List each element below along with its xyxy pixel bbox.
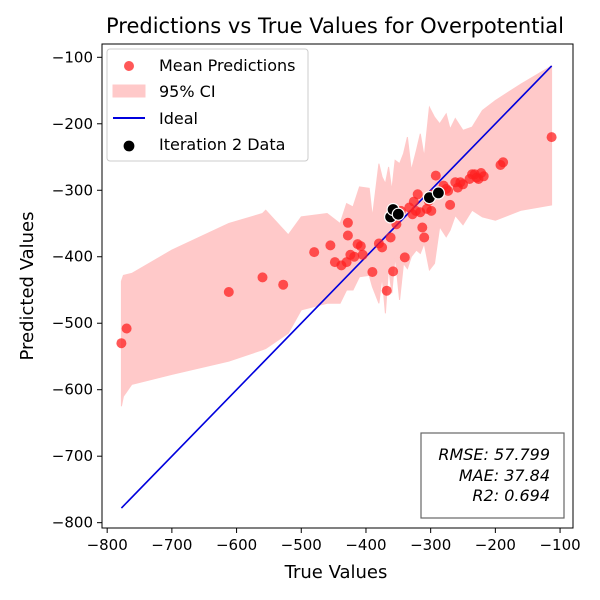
mean-prediction-point [417,222,428,233]
stats-rmse: RMSE: 57.799 [438,445,550,464]
y-tick-label: −700 [52,447,93,465]
y-tick-label: −100 [52,48,93,66]
y-axis: −100 −200 −300 −400 −500 −600 −700 −800 [52,48,102,532]
x-axis: −800 −700 −600 −500 −400 −300 −200 −100 [87,528,581,554]
mean-prediction-point [412,189,423,200]
mean-prediction-point [309,247,320,258]
y-tick-label: −600 [52,381,93,399]
mean-prediction-point [408,196,419,207]
chart-title: Predictions vs True Values for Overpoten… [106,14,564,38]
mean-prediction-point [419,232,430,243]
mean-prediction-point [223,287,234,297]
mean-prediction-point [498,157,509,168]
x-axis-label: True Values [284,562,388,583]
legend-marker-mean-predictions [124,61,134,71]
x-tick-label: −400 [345,536,386,554]
x-tick-label: −700 [151,536,192,554]
legend-label-mean-predictions: Mean Predictions [159,56,296,75]
plot-area [116,65,557,509]
y-tick-label: −500 [52,314,93,332]
mean-prediction-point [342,230,353,241]
stats-mae: MAE: 37.84 [459,466,550,485]
mean-prediction-point [357,249,368,260]
mean-prediction-point [349,251,360,262]
stats-box: RMSE: 57.799 MAE: 37.84 R2: 0.694 [420,432,565,519]
x-tick-label: −100 [539,536,580,554]
ideal-line [120,65,553,509]
legend-label-95-ci: 95% CI [159,82,216,101]
mean-prediction-point [257,272,268,283]
mean-prediction-point [443,185,454,196]
mean-prediction-point [116,338,127,349]
mean-prediction-point [367,267,378,277]
mean-prediction-point [381,285,392,296]
ci-band [120,65,553,407]
mean-prediction-point [430,170,441,181]
legend: Mean Predictions 95% CI Ideal Iteration … [106,48,309,162]
x-tick-label: −600 [216,536,257,554]
mean-prediction-point [377,242,388,253]
y-tick-label: −400 [52,248,93,266]
axes-frame [101,43,574,529]
mean-prediction-point [388,266,399,277]
x-tick-label: −300 [410,536,451,554]
mean-prediction-point [399,252,410,263]
mean-prediction-point [546,132,557,143]
iteration-2-point [431,186,445,200]
mean-prediction-point [325,240,336,251]
legend-label-iteration-2-data: Iteration 2 Data [159,135,285,154]
legend-marker-95-ci [112,84,146,98]
mean-prediction-point [445,199,456,210]
legend-marker-iteration-2-data [122,139,136,153]
x-tick-label: −500 [281,536,322,554]
x-tick-label: −200 [475,536,516,554]
y-tick-label: −200 [52,115,93,133]
stats-r2: R2: 0.694 [472,486,550,505]
mean-prediction-point [278,279,289,290]
mean-prediction-point [385,232,396,243]
mean-prediction-point [355,241,366,252]
mean-prediction-point [478,171,489,182]
legend-label-ideal: Ideal [159,109,198,128]
mean-prediction-point [121,323,132,334]
mean-prediction-point [426,205,437,216]
iteration-2-point [391,207,405,221]
x-tick-label: −800 [87,536,128,554]
mean-prediction-point [342,217,353,228]
y-axis-label: Predicted Values [17,211,38,360]
stats-box-frame [420,432,565,519]
y-tick-label: −800 [52,514,93,532]
legend-box [106,48,309,162]
y-tick-label: −300 [52,181,93,199]
